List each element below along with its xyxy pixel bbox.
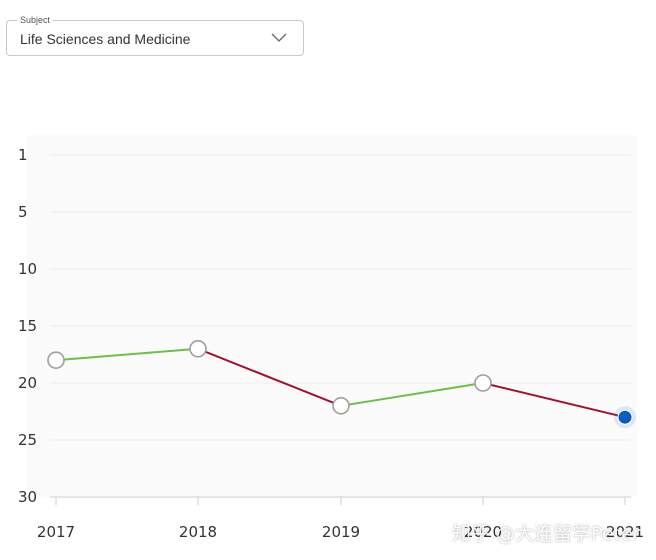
x-axis-ticks: 2017 2018 2019 2020 2021	[37, 497, 644, 541]
watermark: 知乎 @大连留学Peter	[452, 523, 641, 545]
y-tick-label: 15	[18, 317, 37, 335]
x-tick-label: 2017	[37, 523, 75, 541]
y-tick-label: 20	[18, 374, 37, 392]
x-tick-label: 2019	[322, 523, 360, 541]
y-tick-label: 30	[18, 488, 37, 506]
plot-background	[27, 135, 637, 497]
series-segment	[55, 347, 199, 362]
grid-lines	[50, 154, 631, 441]
x-tick-label: 2020	[464, 523, 502, 541]
data-point[interactable]	[332, 396, 350, 415]
data-point[interactable]	[47, 351, 65, 370]
y-tick-label: 1	[18, 146, 28, 164]
series-segment	[340, 382, 484, 407]
x-tick-label: 2018	[179, 523, 217, 541]
series-line	[55, 347, 626, 419]
y-tick-label: 25	[18, 431, 37, 449]
chevron-down-icon	[271, 33, 287, 42]
series-segment	[197, 347, 342, 407]
subject-select-value: Life Sciences and Medicine	[20, 31, 191, 47]
data-point[interactable]	[474, 374, 492, 392]
data-point[interactable]	[189, 339, 207, 358]
subject-select[interactable]: Subject Life Sciences and Medicine	[6, 14, 304, 56]
y-tick-label: 5	[18, 203, 28, 221]
series-points	[47, 339, 636, 429]
x-tick-label: 2021	[606, 523, 644, 541]
data-point-selected[interactable]	[617, 409, 633, 425]
y-tick-label: 10	[18, 260, 37, 278]
series-segment	[482, 382, 626, 419]
subject-select-label: Subject	[17, 14, 54, 26]
